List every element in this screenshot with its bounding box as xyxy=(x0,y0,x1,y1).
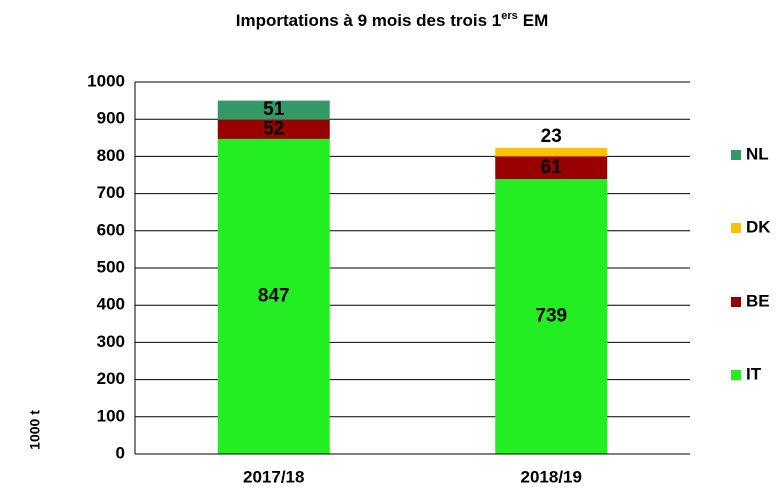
y-tick-label: 0 xyxy=(116,443,125,462)
data-label: 847 xyxy=(258,285,290,306)
legend-swatch xyxy=(731,223,741,233)
y-tick-label: 100 xyxy=(97,406,125,425)
y-tick-label: 300 xyxy=(97,332,125,351)
data-label: 61 xyxy=(541,157,563,178)
legend-label: IT xyxy=(746,364,762,383)
legend-swatch xyxy=(731,370,741,380)
y-tick-label: 1000 xyxy=(87,71,125,90)
bar-segment xyxy=(217,138,330,454)
y-tick-label: 400 xyxy=(97,295,125,314)
y-tick-label: 600 xyxy=(97,220,125,239)
data-label: 739 xyxy=(535,306,567,327)
legend-label: BE xyxy=(746,291,770,310)
y-tick-label: 500 xyxy=(97,257,125,276)
title-main: Importations à 9 mois des trois 1 xyxy=(236,11,501,30)
y-axis-label: 1000 t xyxy=(27,410,43,450)
legend-label: NL xyxy=(746,144,769,163)
data-label: 51 xyxy=(263,99,285,120)
legend-label: DK xyxy=(746,217,771,236)
y-tick-label: 800 xyxy=(97,146,125,165)
title-end: EM xyxy=(523,11,549,30)
y-tick-label: 700 xyxy=(97,183,125,202)
bar-segment xyxy=(495,147,608,157)
bar-segment xyxy=(495,156,608,180)
x-tick-label: 2017/18 xyxy=(243,467,304,486)
chart-title: Importations à 9 mois des trois 1ers EM xyxy=(236,10,549,31)
y-tick-label: 900 xyxy=(97,109,125,128)
legend-swatch xyxy=(731,297,741,307)
x-tick-label: 2018/19 xyxy=(521,467,582,486)
y-tick-label: 200 xyxy=(97,369,125,388)
bar-segment xyxy=(217,119,330,139)
bar-segment xyxy=(495,179,608,455)
title-superscript: ers xyxy=(501,10,518,22)
legend-swatch xyxy=(731,150,741,160)
data-label: 23 xyxy=(541,126,562,147)
bar-segment xyxy=(217,100,330,120)
data-label: 52 xyxy=(263,118,284,139)
